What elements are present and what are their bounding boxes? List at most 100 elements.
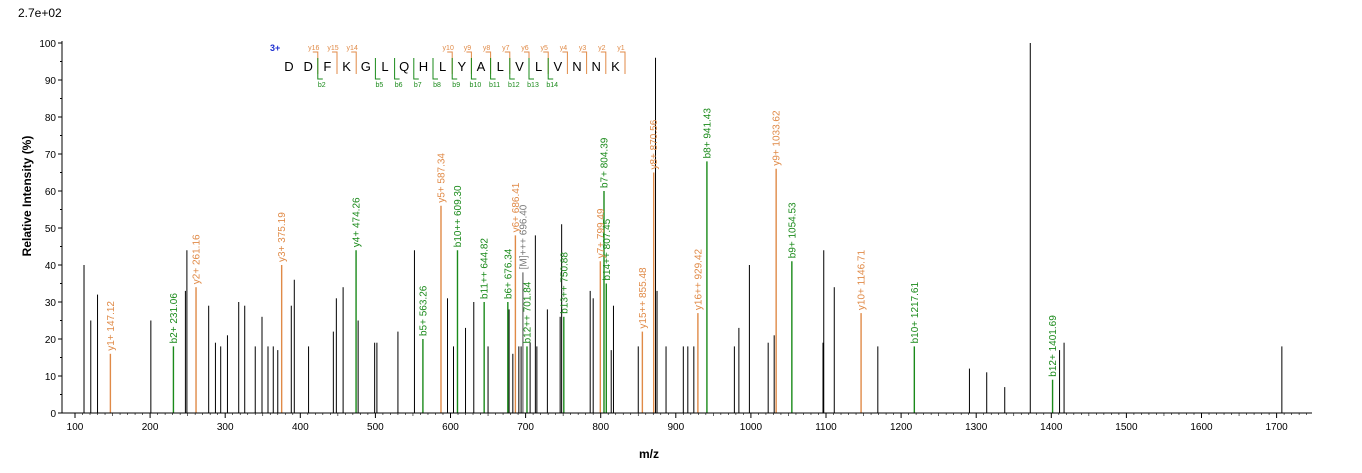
peak-label: y16++ 929.42 [693, 248, 704, 310]
x-tick-label: 1400 [1040, 422, 1063, 433]
y-ion-bracket [466, 51, 472, 74]
precursor-charge: 3+ [270, 43, 280, 53]
peak-label: y3+ 375.19 [277, 212, 288, 262]
peak-label: b8+ 941.43 [702, 108, 713, 159]
b-ion-bracket [528, 58, 534, 80]
x-tick-label: 200 [142, 422, 159, 433]
y-ion-bracket [581, 51, 588, 74]
x-tick-label: 1500 [1115, 422, 1138, 433]
y-ion-bracket [351, 51, 357, 74]
y-ion-label: y5 [540, 45, 548, 52]
y-tick-label: 90 [45, 76, 57, 87]
x-tick-label: 1000 [740, 422, 763, 433]
x-tick-label: 1600 [1190, 422, 1213, 433]
b-ion-bracket [509, 58, 515, 80]
y-ion-label: y6 [521, 45, 529, 52]
peak-label: b10++ 609.30 [453, 185, 464, 247]
sequence-residue: Q [399, 59, 409, 74]
peak-label: b14++ 807.45 [602, 218, 613, 280]
sequence-residue: V [515, 59, 524, 74]
y-tick-label: 80 [45, 113, 57, 124]
peak-label: y2+ 261.16 [192, 234, 203, 284]
peak-label: b9+ 1054.53 [787, 202, 798, 258]
y-tick-label: 70 [45, 150, 57, 161]
x-tick-label: 300 [217, 422, 234, 433]
x-tick-label: 600 [442, 422, 459, 433]
peak-label: y15++ 855.48 [638, 267, 649, 329]
y-ion-label: y14 [347, 45, 358, 52]
y-ion-label: y8 [483, 45, 491, 52]
peak-label: y10+ 1146.71 [857, 250, 868, 311]
y-ion-bracket [485, 51, 492, 74]
sequence-residue: H [419, 59, 428, 74]
y-ion-bracket [524, 51, 530, 74]
peak-label: b2+ 231.06 [169, 293, 180, 344]
y-tick-label: 50 [45, 224, 57, 235]
y-ion-label: y1 [617, 45, 625, 52]
sequence-residue: Y [457, 59, 466, 74]
peak-label: y1+ 147.12 [106, 301, 117, 351]
peak-label: y4+ 474.26 [352, 197, 363, 247]
y-ion-label: y2 [598, 45, 606, 52]
x-tick-label: 1300 [965, 422, 988, 433]
peak-label: y6+ 686.41 [511, 182, 522, 232]
sequence-residue: L [497, 59, 504, 74]
y-ion-label: y9 [464, 45, 472, 52]
y-ion-label: y7 [502, 45, 510, 52]
sequence-residue: N [592, 59, 601, 74]
b-ion-bracket [374, 58, 381, 80]
b-ion-bracket [547, 58, 554, 80]
b-ion-label: b9 [452, 82, 460, 89]
y-tick-label: 100 [39, 39, 56, 50]
sequence-residue: K [611, 59, 620, 74]
b-ion-bracket [413, 58, 419, 80]
y-tick-label: 40 [45, 261, 57, 272]
sequence-residue: L [381, 59, 388, 74]
x-tick-label: 500 [367, 422, 384, 433]
sequence-residue: D [304, 59, 313, 74]
x-tick-label: 900 [667, 422, 684, 433]
b-ion-label: b12 [508, 82, 520, 89]
x-tick-label: 800 [592, 422, 609, 433]
y-tick-label: 30 [45, 298, 57, 309]
peak-label: y9+ 1033.62 [772, 110, 783, 166]
x-tick-label: 700 [517, 422, 534, 433]
x-tick-label: 1200 [890, 422, 913, 433]
b-ion-label: b5 [376, 82, 384, 89]
sequence-residue: D [284, 59, 293, 74]
x-tick-label: 1100 [815, 422, 837, 433]
b-ion-label: b8 [433, 82, 441, 89]
sequence-residue: L [439, 59, 446, 74]
y-axis-title: Relative Intensity (%) [20, 136, 34, 257]
y-ion-bracket [447, 51, 453, 74]
max-intensity-label: 2.7e+02 [18, 6, 62, 20]
b-ion-label: b11 [489, 82, 500, 89]
axes: 0 10 20 30 40 50 60 70 80 90 100 100 200 300 400 500 600… [39, 39, 1312, 433]
x-tick-label: 1700 [1265, 422, 1288, 433]
peak-label: y8+ 870.56 [649, 119, 660, 169]
y-ion-bracket [312, 51, 319, 74]
x-tick-label: 400 [292, 422, 309, 433]
y-tick-label: 10 [45, 372, 57, 383]
y-ion-bracket [543, 51, 549, 74]
peak-label: y5+ 587.34 [436, 153, 447, 203]
x-axis-title: m/z [639, 447, 659, 461]
peak-label: b7+ 804.39 [599, 137, 610, 188]
y-ion-label: y16 [308, 45, 319, 52]
sequence-residue: K [342, 59, 351, 74]
y-ion-bracket [562, 51, 568, 74]
peak-label: y7+ 799.49 [596, 208, 607, 258]
peak-label: b12+ 1401.69 [1048, 315, 1059, 377]
y-tick-label: 20 [45, 335, 57, 346]
peak-bars [83, 43, 1283, 413]
y-tick-label: 60 [45, 187, 57, 198]
sequence-residue: G [361, 59, 371, 74]
sequence-residue: A [477, 59, 486, 74]
b-ion-bracket [317, 58, 323, 80]
b-ion-bracket [470, 58, 477, 80]
b-ion-label: b10 [470, 82, 482, 89]
y-ion-bracket [504, 51, 511, 74]
y-ion-label: y15 [327, 45, 338, 52]
